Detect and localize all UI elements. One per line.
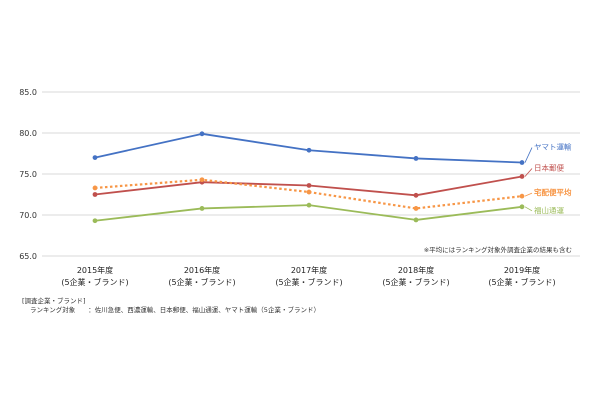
data-point [519,204,525,210]
x-category-label: 2019年度 [504,265,540,275]
data-point [199,206,205,211]
x-category-label: 2017年度 [291,265,327,275]
data-point [413,217,419,223]
data-point [413,156,419,161]
series-label-leader [524,192,533,197]
x-category-label: (5企業・ブランド) [168,277,235,287]
data-point [306,147,312,153]
x-category-label: (5企業・ブランド) [382,277,449,287]
footnote-title: [調査企業・ブランド] [22,297,86,305]
y-tick-label: 75.0 [19,170,37,179]
data-point [92,218,98,224]
data-point [199,177,205,183]
series-label-leader [524,168,533,177]
data-point [519,193,525,199]
data-point [519,174,525,179]
data-point [92,185,98,191]
x-category-label: (5企業・ブランド) [61,277,128,287]
y-tick-label: 65.0 [19,252,37,261]
chart-note: ※平均にはランキング対象外調査企業の結果も含む [424,245,572,254]
data-point [92,192,98,197]
data-point [92,155,98,161]
data-point [306,189,312,195]
series-label: ヤマト運輸 [534,142,572,152]
series-label: 宅配便平均 [534,187,572,197]
data-point [199,131,205,137]
series-label-leader [524,206,533,212]
series-lines [92,131,525,224]
y-tick-label: 70.0 [19,211,37,220]
x-category-label: 2015年度 [77,265,113,275]
x-category-label: 2016年度 [184,265,220,275]
data-point [519,160,525,165]
y-tick-label: 80.0 [19,129,37,138]
footnote-line: ランキング対象 ：佐川急便、西濃運輸、日本郵便、福山通運、ヤマト運輸（5企業・ブ… [30,306,320,314]
series-label-leader [524,147,533,163]
y-tick-label: 85.0 [19,88,37,97]
x-category-label: 2018年度 [398,265,434,275]
data-point [306,183,312,188]
data-point [306,202,312,208]
data-point [413,206,419,211]
x-axis-categories: 2015年度 (5企業・ブランド) 2016年度 (5企業・ブランド) 2017年度 (5… [61,265,555,287]
y-axis-ticks: 85.0 80.0 75.0 70.0 65.0 [19,88,37,261]
data-point [413,192,419,198]
x-category-label: (5企業・ブランド) [488,277,555,287]
x-category-label: (5企業・ブランド) [275,277,342,287]
series-label: 福山通運 [534,205,564,215]
gridlines [42,91,580,257]
series-label: 日本郵便 [534,162,564,172]
